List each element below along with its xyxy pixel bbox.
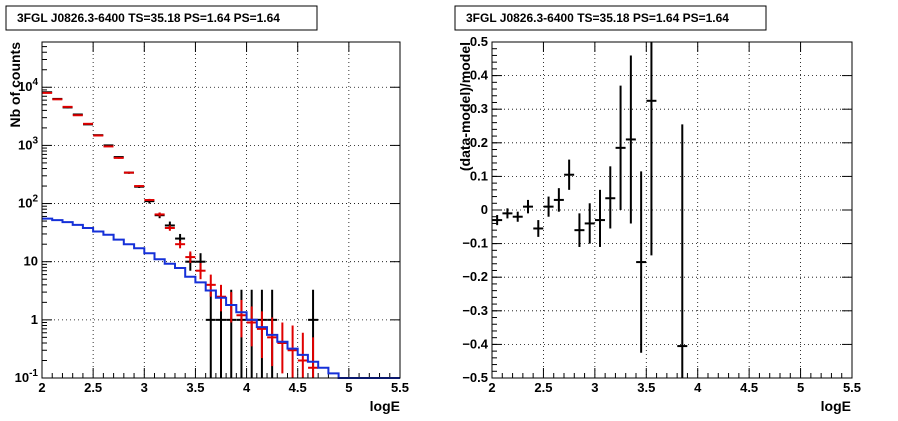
model-point [42, 91, 53, 94]
model-point [226, 292, 237, 323]
residual-x-axis-title: logE [821, 398, 851, 414]
x-tick-label: 2.5 [84, 380, 102, 395]
data-point [584, 203, 595, 244]
y-tick-label: −0.2 [462, 269, 488, 284]
model-point [205, 274, 216, 297]
y-tick-label: 10-1 [15, 368, 39, 385]
x-tick-label: 5.5 [843, 380, 861, 395]
model-point [154, 212, 165, 217]
data-point [502, 208, 513, 219]
model-point [123, 171, 134, 174]
y-tick-label: −0.3 [462, 303, 488, 318]
model-point [277, 322, 288, 374]
x-tick-label: 4.5 [289, 380, 307, 395]
model-component-step-line [42, 217, 400, 379]
model-point [134, 185, 145, 188]
model-point [103, 145, 114, 148]
residual-panel: 3FGL J0826.3-6400 TS=35.18 PS=1.64 PS=1.… [454, 5, 861, 414]
data-point [553, 188, 564, 212]
data-point [615, 85, 626, 210]
counts-y-axis-title: Nb of counts [7, 42, 23, 128]
residual-series [492, 42, 688, 378]
y-tick-label: 10 [24, 254, 38, 269]
data-point [574, 213, 585, 247]
model-point [185, 251, 196, 263]
data-point [543, 196, 554, 217]
y-tick-label: 103 [18, 135, 38, 152]
counts-grid [42, 42, 400, 378]
x-tick-label: 5 [797, 380, 804, 395]
model-point [175, 240, 186, 249]
y-tick-label: 0.5 [470, 34, 488, 49]
data-point [533, 220, 544, 237]
data-point [512, 211, 523, 222]
y-tick-label: 0.2 [470, 135, 488, 150]
counts-ticks: 2 2.5 3 3.5 4 4.5 5 5.5 10-1 1 10 102 103 104 [15, 42, 409, 395]
counts-title-box [5, 5, 318, 31]
model-point [83, 122, 94, 125]
data-point [523, 199, 533, 214]
residual-plot-frame [491, 41, 853, 379]
model-point [164, 225, 175, 231]
residual-grid [492, 42, 852, 378]
x-tick-label: 2.5 [534, 380, 552, 395]
counts-x-axis-title: logE [370, 398, 400, 414]
model-point [246, 306, 257, 347]
model-point [113, 156, 124, 159]
model-point [256, 311, 267, 359]
data-point [677, 124, 688, 378]
model-point [144, 198, 155, 202]
y-tick-label: 102 [18, 194, 38, 211]
x-tick-label: 3 [141, 380, 148, 395]
x-tick-label: 4.5 [740, 380, 758, 395]
model-point [93, 134, 104, 137]
y-tick-label: 0 [481, 202, 488, 217]
y-tick-label: 0.1 [470, 168, 488, 183]
counts-title: 3FGL J0826.3-6400 TS=35.18 PS=1.64 PS=1.… [17, 11, 280, 25]
x-tick-label: 4 [694, 380, 702, 395]
model-point [287, 325, 298, 378]
model-point [236, 299, 247, 338]
y-tick-label: −0.1 [462, 236, 488, 251]
data-point [605, 166, 616, 229]
residual-y-axis-title: (data-model)/model [457, 42, 473, 171]
data-point [492, 215, 503, 226]
y-tick-label: 0.4 [470, 68, 489, 83]
data-point [564, 159, 575, 190]
model-point [72, 114, 83, 117]
data-point [636, 171, 647, 353]
model-point [308, 337, 319, 378]
residual-title-box [454, 5, 767, 31]
y-tick-label: 1 [31, 312, 38, 327]
model-point [62, 105, 73, 108]
data-point [205, 289, 216, 378]
x-tick-label: 3.5 [637, 380, 655, 395]
x-tick-label: 3 [591, 380, 598, 395]
counts-panel: 3FGL J0826.3-6400 TS=35.18 PS=1.64 PS=1.… [5, 5, 409, 414]
residual-ticks: 2 2.5 3 3.5 4 4.5 5 5.5 −0.5 −0.4 −0.3 −0.2 −0.1 0 0.1… [462, 34, 861, 395]
x-tick-label: 3.5 [186, 380, 204, 395]
y-tick-label: 0.3 [470, 101, 488, 116]
y-tick-label: −0.5 [462, 370, 488, 385]
y-tick-label: 104 [18, 77, 38, 94]
model-point [52, 98, 63, 101]
data-point [625, 55, 636, 224]
counts-series [42, 91, 400, 379]
x-tick-label: 2 [488, 380, 495, 395]
x-tick-label: 5 [345, 380, 352, 395]
x-tick-label: 4 [243, 380, 251, 395]
x-tick-label: 2 [38, 380, 45, 395]
data-point [595, 189, 605, 247]
counts-plot-frame [41, 41, 401, 379]
model-point [195, 262, 206, 280]
residual-title: 3FGL J0826.3-6400 TS=35.18 PS=1.64 PS=1.… [466, 11, 729, 25]
x-tick-label: 5.5 [391, 380, 409, 395]
data-point [646, 42, 657, 256]
model-point [267, 317, 278, 367]
y-tick-label: −0.4 [462, 336, 488, 351]
